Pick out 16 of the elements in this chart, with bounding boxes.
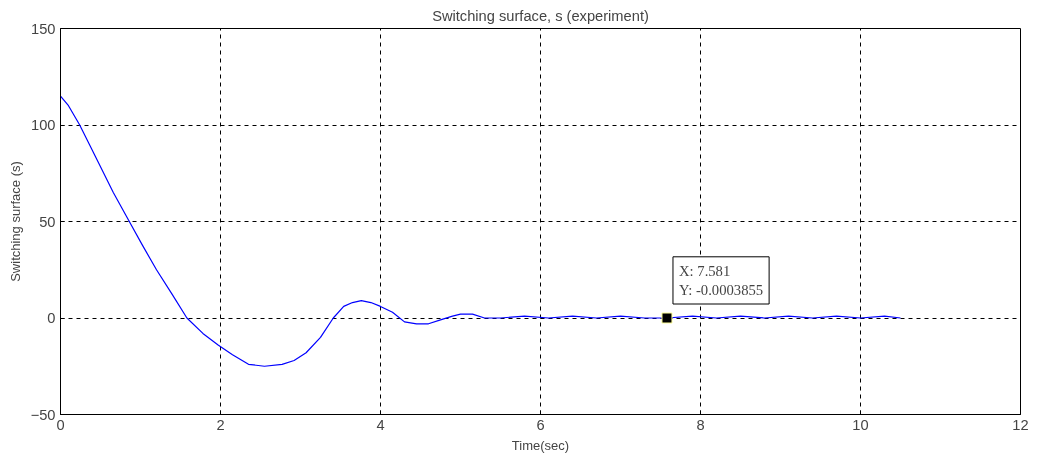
chart-title: Switching surface, s (experiment) bbox=[432, 7, 649, 24]
y-axis-title: Switching surface (s) bbox=[7, 161, 23, 282]
x-tick-label: 6 bbox=[536, 416, 545, 433]
x-tick-label: 4 bbox=[376, 416, 385, 433]
y-tick-label: 150 bbox=[31, 20, 56, 37]
x-tick-label: 10 bbox=[852, 416, 869, 433]
y-tick-label: −50 bbox=[30, 406, 56, 423]
x-tick-label: 2 bbox=[216, 416, 225, 433]
x-tick-label: 12 bbox=[1012, 416, 1029, 433]
y-tick-label: 50 bbox=[39, 213, 56, 230]
y-tick-label: 100 bbox=[31, 117, 56, 133]
y-tick-label: 0 bbox=[47, 310, 56, 326]
x-tick-label: 8 bbox=[696, 416, 705, 433]
x-axis-title: Time(sec) bbox=[511, 437, 570, 453]
annotation: X: 7.581 Y: -0.0003855 bbox=[678, 262, 764, 298]
line-series bbox=[60, 95, 902, 367]
